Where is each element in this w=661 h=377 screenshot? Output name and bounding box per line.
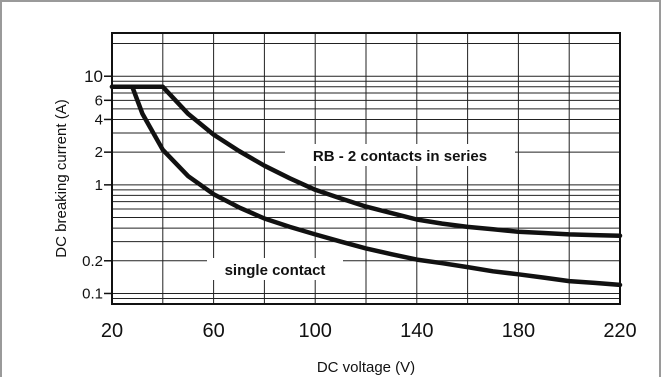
data-point [340, 241, 342, 243]
data-point [213, 134, 215, 136]
data-point [416, 219, 418, 220]
data-point [238, 206, 240, 208]
y-tick-label: 0.1 [82, 285, 103, 302]
data-point [517, 273, 519, 275]
frame-left-border [0, 0, 2, 377]
series-layer [109, 84, 623, 288]
data-point [594, 282, 596, 284]
series-line-rb-2-contacts [109, 84, 623, 238]
series-line-single-contact [109, 84, 623, 288]
data-point [543, 232, 545, 234]
y-axis-title: DC breaking current (A) [53, 99, 70, 257]
series-label-background [207, 258, 343, 280]
data-point [517, 231, 519, 233]
data-point [162, 86, 164, 88]
data-point [492, 270, 494, 272]
data-point [131, 86, 133, 88]
y-tick-label: 0.2 [82, 253, 103, 270]
data-point [568, 233, 570, 235]
data-point [263, 218, 265, 219]
data-point [365, 206, 367, 208]
data-point [340, 197, 342, 199]
plot-area-border [111, 32, 621, 305]
data-point [213, 193, 215, 195]
y-tick-label: 10 [84, 67, 103, 86]
x-tick-label: 60 [202, 320, 224, 342]
data-point [390, 212, 392, 214]
x-tick-label: 100 [299, 320, 332, 342]
x-axis-title: DC voltage (V) [317, 359, 415, 376]
data-point [187, 113, 189, 115]
data-point [314, 233, 316, 235]
data-point [492, 228, 494, 230]
data-point [390, 253, 392, 255]
data-point [441, 262, 443, 264]
data-point [289, 226, 291, 228]
y-tick-label: 2 [95, 144, 103, 161]
data-point [238, 150, 240, 152]
data-point [619, 235, 621, 237]
data-point [289, 177, 291, 179]
series-label: RB - 2 contacts in series [313, 148, 487, 165]
frame-right-border [659, 0, 661, 377]
data-point [467, 266, 469, 268]
data-point [416, 259, 418, 261]
data-point [142, 113, 143, 115]
series-label-background [285, 144, 515, 166]
data-point [187, 175, 189, 177]
x-tick-label: 220 [603, 320, 636, 342]
data-point [365, 247, 367, 249]
data-point [162, 149, 164, 151]
x-axis-ticks: 20 60 100 140 180 220 [101, 320, 637, 342]
data-point [314, 189, 316, 191]
data-point [594, 234, 596, 236]
x-tick-label: 180 [502, 320, 535, 342]
data-point [263, 165, 265, 167]
major-gridlines [162, 33, 570, 304]
series-labels-layer: RB - 2 contacts in series single contact [207, 144, 515, 280]
y-tick-label: 1 [95, 177, 103, 194]
y-tick-label: 6 [95, 92, 103, 109]
data-point [441, 223, 443, 225]
x-tick-label: 140 [400, 320, 433, 342]
y-tick-label: 4 [95, 111, 103, 128]
data-point [619, 284, 621, 286]
series-label: single contact [225, 262, 326, 279]
data-point [467, 226, 469, 228]
data-point [543, 277, 545, 279]
y-axis-ticks: 10 6 4 2 1 0.2 0.1 [82, 67, 112, 302]
frame-top-border [0, 0, 661, 2]
data-point [568, 280, 570, 282]
data-point [111, 86, 113, 88]
x-tick-label: 20 [101, 320, 123, 342]
